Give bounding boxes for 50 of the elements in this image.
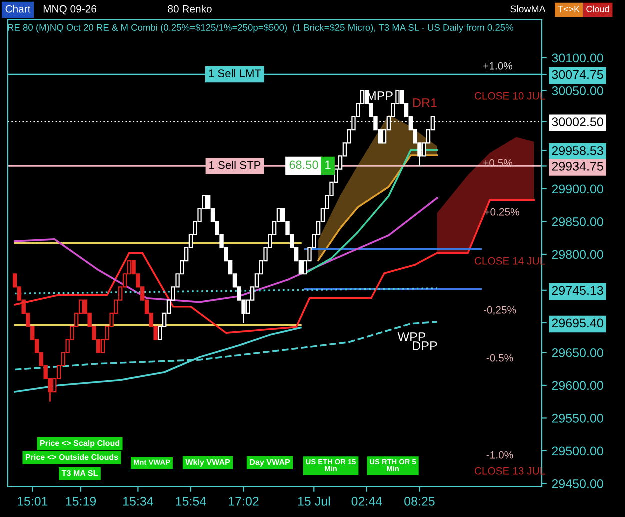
annotation: Wkly VWAP [186,459,230,467]
y-tick-label: 29450.00 [552,480,604,488]
annotation: -0.5% [486,354,514,362]
x-tick-label: 15 Jul [298,496,330,506]
x-tick-label: 15:01 [18,497,48,506]
annotation: WPP [398,332,426,342]
y-tick-label: 29600.00 [552,381,604,390]
x-tick-label: 15:54 [176,497,206,506]
y-tick-label: 29934.75 [552,162,604,171]
annotation: 1 [326,160,331,170]
chart-title: RE 80 (M)NQ Oct 20 RE & M Combi (0.25%=$125/1%=250p=$500) (1 Brick=$25 Micro), T3 MA SL - US Daily from 0.25% [8,24,514,33]
annotation: +1.0% [484,62,513,70]
text: T<>K [558,6,580,12]
y-tick-label: 29800.00 [552,250,604,260]
y-tick-label: 29745.13 [552,286,604,296]
ref-line-label: 1 Sell LMT [209,69,262,78]
annotation: Price <> Outside Clouds [26,454,118,460]
text: SlowMA [510,5,546,13]
y-tick-label: 29650.00 [552,348,604,358]
annotation: 68.50 [290,160,318,170]
y-tick-label: 29900.00 [552,184,604,194]
ref-line-label: 1 Sell STP [210,161,261,170]
y-tick-label: 30100.00 [552,54,604,63]
x-tick-label: 02:44 [352,497,382,506]
y-tick-label: 30050.00 [552,86,604,96]
y-tick-label: 30002.50 [552,118,604,126]
annotation: +0.5% [484,159,513,167]
annotation: DPP [413,342,438,350]
line-series [14,197,438,304]
x-tick-label: 17:02 [229,497,259,506]
annotation: T3 MA SL [62,470,98,476]
y-tick-label: 29500.00 [552,446,604,456]
annotation: -1.0% [486,451,514,459]
annotation: DR1 [414,98,437,108]
y-tick-label: 29958.53 [552,146,604,156]
y-tick-label: 29850.00 [552,218,604,226]
annotation: Day VWAP [250,460,290,467]
annotation: -0,25% [484,306,516,316]
text: Cloud [586,6,610,12]
x-tick-label: 08:25 [404,497,435,506]
text: MNQ 09-26 [44,5,96,15]
text: Chart [6,5,31,13]
line-series [318,154,438,262]
y-tick-label: 30074.75 [552,70,604,80]
x-tick-label: 15:34 [124,497,154,506]
y-tick-label: 29695.40 [552,318,604,328]
text: 80 Renko [168,5,212,13]
annotation: Price <> Scalp Cloud [40,440,120,448]
x-tick-label: 15:19 [66,497,96,506]
y-tick-label: 29550.00 [552,414,604,423]
